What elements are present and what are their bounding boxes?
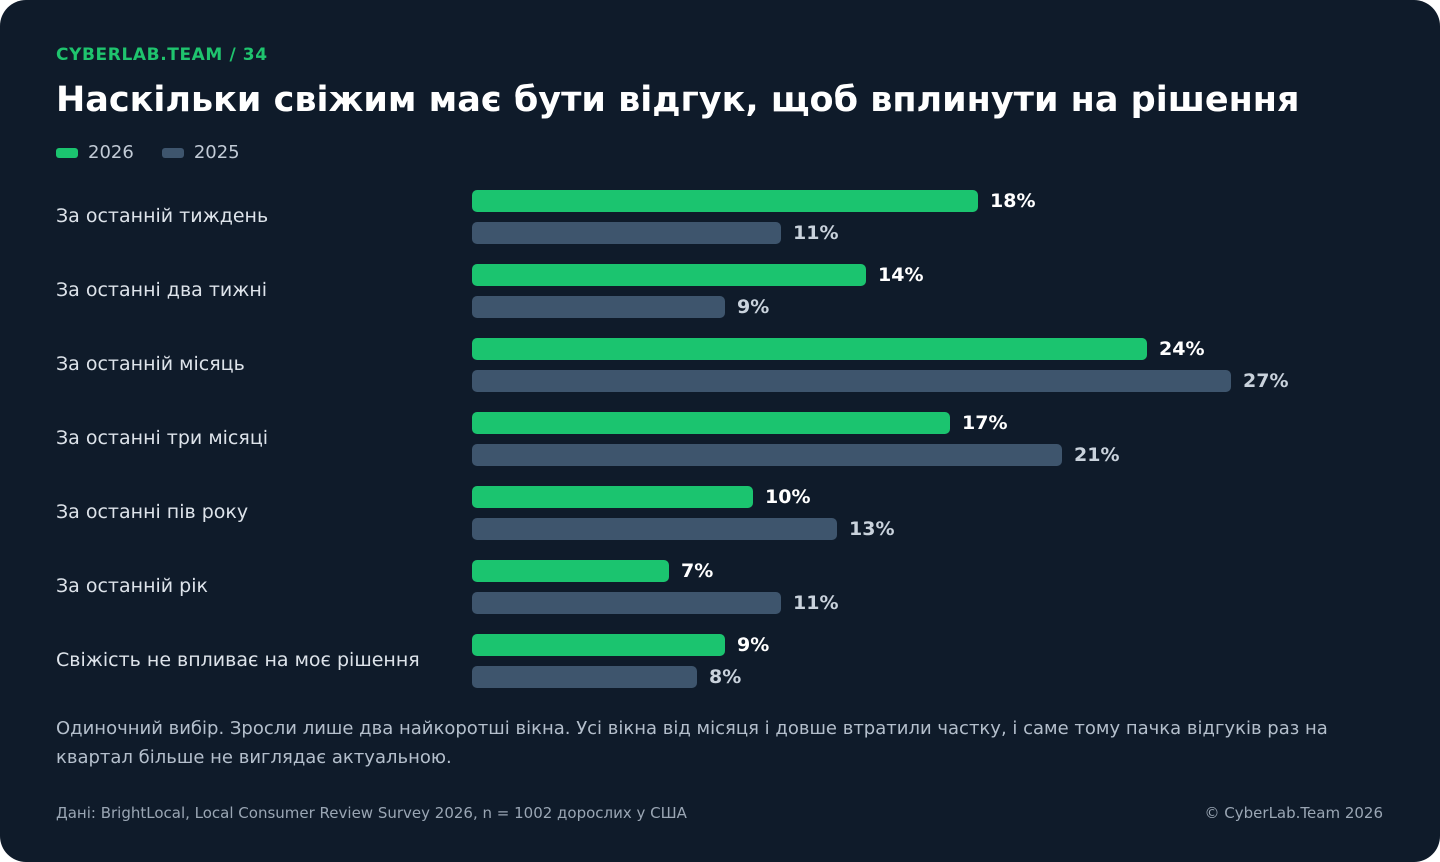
- bar-value-label: 13%: [849, 518, 895, 540]
- legend-item-2026: 2026: [56, 142, 134, 163]
- bar-2025: [472, 222, 781, 244]
- bar-value-label: 27%: [1243, 370, 1289, 392]
- bar-2026: [472, 560, 669, 582]
- bar-2025: [472, 592, 781, 614]
- legend-swatch-2025: [161, 147, 184, 158]
- bar-value-label: 8%: [709, 666, 742, 688]
- bar-2026: [472, 634, 725, 656]
- bar-2025: [472, 444, 1062, 466]
- category-label: За останній місяць: [56, 353, 245, 375]
- legend-label-2026: 2026: [88, 142, 134, 163]
- category-label: За останні три місяці: [56, 427, 269, 449]
- legend-label-2025: 2025: [193, 142, 240, 163]
- bar-value-label: 11%: [793, 592, 839, 614]
- chart-title: Наскільки свіжим має бути відгук, щоб вп…: [56, 80, 1300, 120]
- bar-2026: [472, 338, 1147, 360]
- bar-2025: [472, 518, 837, 540]
- data-source: Дані: BrightLocal, Local Consumer Review…: [56, 804, 687, 822]
- category-label: За останні пів року: [56, 501, 249, 523]
- bar-2025: [472, 296, 725, 318]
- bar-2026: [472, 190, 978, 212]
- legend-item-2025: 2025: [161, 142, 240, 163]
- kicker: CYBERLAB.TEAM / 34: [56, 45, 268, 65]
- legend: 2026 2025: [56, 142, 268, 163]
- bar-value-label: 10%: [765, 486, 811, 508]
- category-label: За останній тиждень: [56, 205, 269, 227]
- category-label: За останні два тижні: [56, 279, 268, 301]
- bar-2025: [472, 370, 1231, 392]
- bar-value-label: 21%: [1074, 444, 1120, 466]
- bar-value-label: 9%: [737, 634, 770, 656]
- bar-2026: [472, 264, 866, 286]
- bar-value-label: 24%: [1159, 338, 1205, 360]
- bar-2026: [472, 486, 753, 508]
- bar-value-label: 11%: [793, 222, 839, 244]
- bar-value-label: 18%: [990, 190, 1036, 212]
- bar-value-label: 7%: [681, 560, 714, 582]
- copyright: © CyberLab.Team 2026: [1204, 804, 1383, 822]
- bar-2026: [472, 412, 950, 434]
- bar-2025: [472, 666, 697, 688]
- legend-swatch-2026: [56, 147, 78, 158]
- bar-value-label: 17%: [962, 412, 1008, 434]
- category-label: Свіжість не впливає на моє рішення: [56, 649, 420, 671]
- chart-note: Одиночний вибір. Зросли лише два найкоро…: [56, 718, 1328, 768]
- bar-value-label: 14%: [878, 264, 924, 286]
- bar-value-label: 9%: [737, 296, 770, 318]
- category-label: За останній рік: [56, 575, 208, 597]
